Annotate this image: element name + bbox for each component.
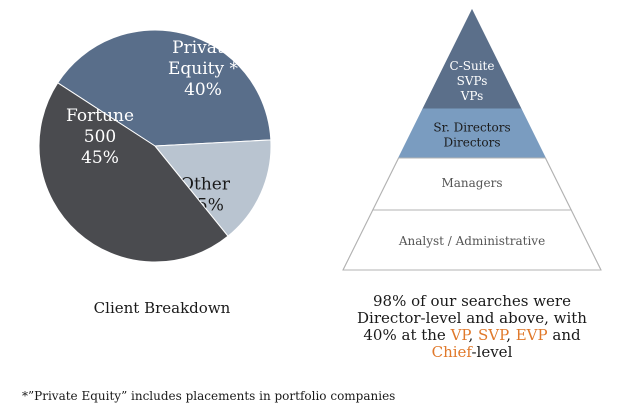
caption-sep-2: ,: [506, 326, 516, 344]
evp-highlight: EVP: [516, 326, 548, 344]
pie-slice-label: 40%: [184, 80, 222, 100]
pie-slice-label: Private: [172, 38, 234, 58]
caption-line-4-suffix: -level: [471, 343, 512, 361]
pyramid-tier-label: Directors: [444, 136, 501, 150]
caption-line-4: Chief-level: [352, 344, 592, 361]
caption-line-3-suffix: and: [548, 326, 581, 344]
vp-highlight: VP: [451, 326, 469, 344]
pyramid-tier-label: C-Suite: [450, 59, 495, 73]
pie-slice-label: 45%: [81, 148, 119, 168]
pyramid-tier-label: VPs: [460, 89, 484, 103]
pyramid-tier-label: Managers: [441, 176, 502, 190]
caption-line-1: 98% of our searches were: [352, 293, 592, 310]
pyramid-tier-label: Analyst / Administrative: [398, 234, 545, 248]
caption-sep-1: ,: [468, 326, 478, 344]
pie-slice-label: 500: [84, 127, 116, 147]
chief-highlight: Chief: [432, 343, 472, 361]
svp-highlight: SVP: [478, 326, 506, 344]
footnote: *”Private Equity” includes placements in…: [22, 389, 395, 403]
pie-slice-label: Equity *: [168, 59, 239, 79]
caption-line-3: 40% at the VP, SVP, EVP and: [352, 327, 592, 344]
pyramid-tier-label: Sr. Directors: [433, 121, 510, 135]
pyramid-tier-label: SVPs: [457, 74, 488, 88]
pyramid-caption: 98% of our searches were Director-level …: [352, 293, 592, 361]
caption-line-3-prefix: 40% at the: [363, 326, 450, 344]
caption-line-2: Director-level and above, with: [352, 310, 592, 327]
pie-chart-title: Client Breakdown: [62, 300, 262, 317]
pie-slice-label: Fortune: [66, 106, 134, 126]
